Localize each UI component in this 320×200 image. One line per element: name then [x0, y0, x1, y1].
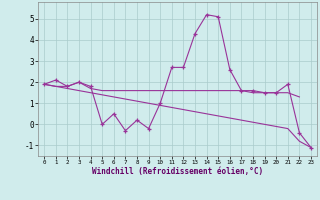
- X-axis label: Windchill (Refroidissement éolien,°C): Windchill (Refroidissement éolien,°C): [92, 167, 263, 176]
